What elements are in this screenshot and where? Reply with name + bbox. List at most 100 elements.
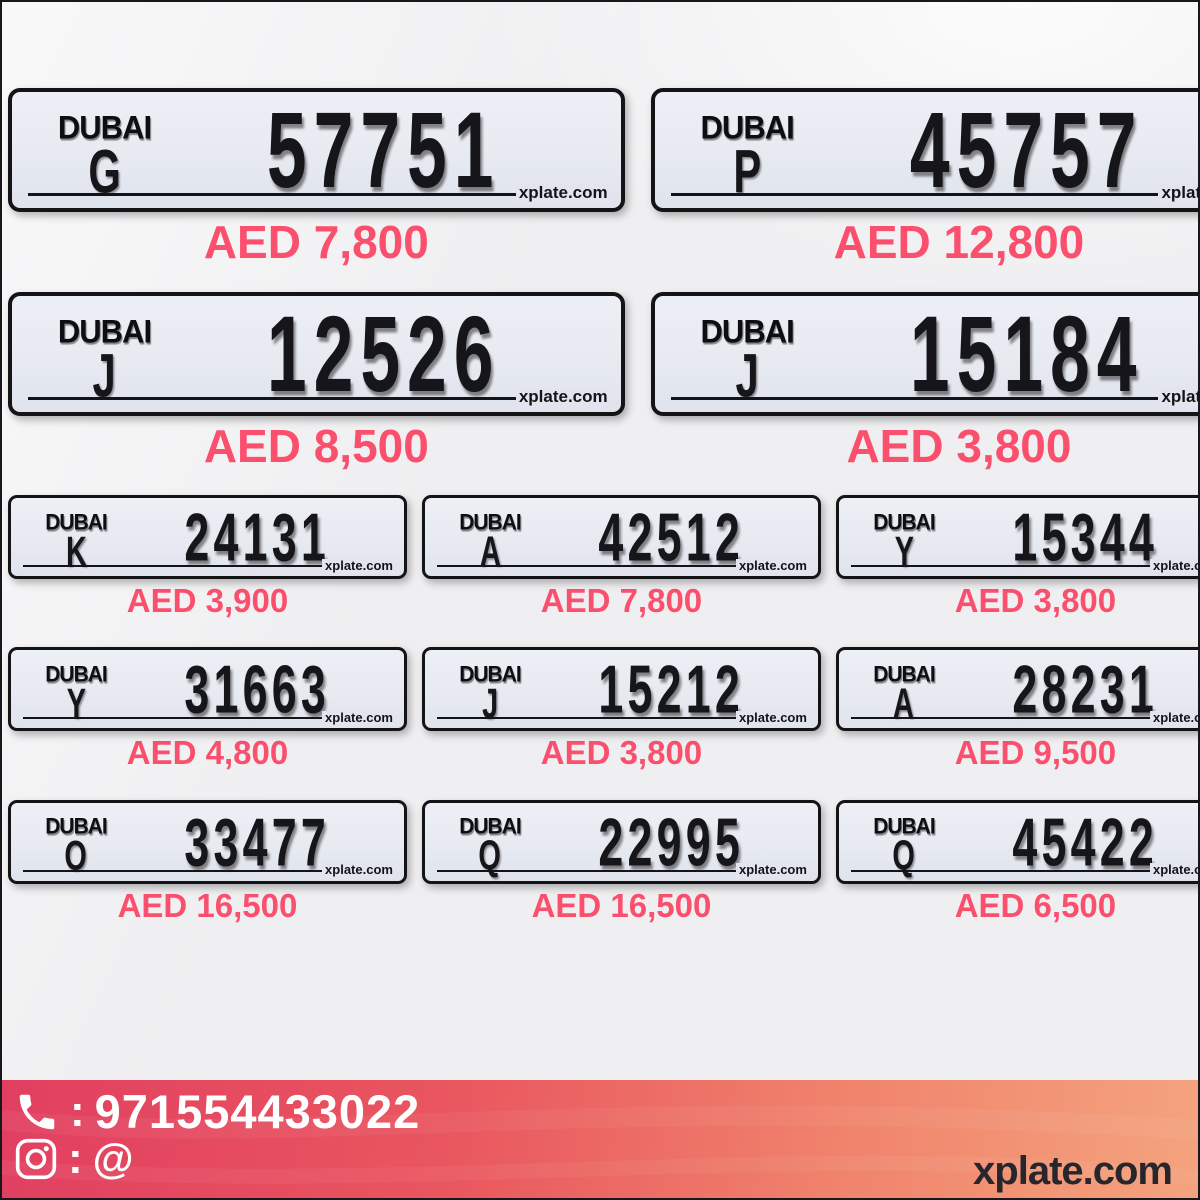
license-plate: DUBAI A 42512 xplate.com xyxy=(421,495,821,580)
price-label: AED 7,800 xyxy=(203,216,429,268)
dubai-logo: DUBAI xyxy=(700,312,795,350)
plate-card: DUBAI P 45757 xplate.com AED 12,800 xyxy=(650,88,1198,268)
plate-number: 15344 xyxy=(1012,499,1158,576)
price-label: AED 3,800 xyxy=(846,419,1072,472)
license-plate: DUBAI Y 15344 xplate.com xyxy=(835,495,1198,580)
plate-letter-code: Y xyxy=(66,680,86,728)
plate-baseline xyxy=(23,717,392,720)
license-plate: DUBAI Y 31663 xplate.com xyxy=(8,647,407,732)
plate-id-block: DUBAI J xyxy=(425,657,555,728)
plate-baseline xyxy=(23,869,392,872)
plate-card: DUBAI Y 15344 xplate.com AED 3,800 xyxy=(835,495,1198,620)
plate-card: DUBAI A 28231 xplate.com AED 9,500 xyxy=(835,647,1198,772)
dubai-logo: DUBAI xyxy=(57,109,152,146)
license-plate: DUBAI J 15184 xplate.com xyxy=(650,291,1198,416)
license-plate: DUBAI O 33477 xplate.com xyxy=(8,799,407,884)
plate-card: DUBAI Q 22995 xplate.com AED 16,500 xyxy=(421,799,821,924)
plate-number: 15212 xyxy=(598,651,744,728)
dubai-logo: DUBAI xyxy=(873,662,935,687)
plate-card: DUBAI J 12526 xplate.com AED 8,500 xyxy=(8,291,625,472)
instagram-separator: : xyxy=(68,1134,83,1183)
plate-watermark: xplate.com xyxy=(322,863,396,878)
plate-baseline xyxy=(436,869,806,872)
dubai-logo: DUBAI xyxy=(57,312,152,350)
price-label: AED 12,800 xyxy=(833,216,1085,268)
plate-baseline xyxy=(28,193,605,196)
dubai-logo: DUBAI xyxy=(700,109,795,146)
plate-id-block: DUBAI Q xyxy=(839,809,969,880)
dubai-logo: DUBAI xyxy=(459,510,521,535)
plate-number: 15184 xyxy=(909,293,1144,415)
footer-contact-bar: : 971554433022 : @ xplate.com xyxy=(2,1080,1198,1198)
plate-letter-code: J xyxy=(735,341,759,410)
plate-watermark: xplate.com xyxy=(736,710,810,726)
plate-id-block: DUBAI A xyxy=(839,657,969,728)
plate-letter-code: Q xyxy=(892,833,916,880)
plate-number: 31663 xyxy=(184,651,330,728)
plate-number: 42512 xyxy=(598,499,744,576)
dubai-logo: DUBAI xyxy=(45,814,107,839)
license-plate: DUBAI K 24131 xplate.com xyxy=(8,495,407,580)
plate-card: DUBAI O 33477 xplate.com AED 16,500 xyxy=(8,799,407,924)
price-label: AED 3,900 xyxy=(126,582,289,620)
price-label: AED 9,500 xyxy=(954,734,1117,772)
plate-number: 24131 xyxy=(184,499,330,576)
dubai-logo: DUBAI xyxy=(459,662,521,687)
contact-block: : 971554433022 : @ xyxy=(2,1080,1198,1181)
plate-letter-code: J xyxy=(481,680,498,728)
footer-wave-pattern xyxy=(2,1105,1198,1185)
plate-id-block: DUBAI Q xyxy=(425,809,555,880)
plate-letter-code: G xyxy=(88,137,121,206)
dubai-logo: DUBAI xyxy=(45,510,107,535)
instagram-line: : @ xyxy=(14,1137,1198,1181)
plate-card: DUBAI G 57751 xplate.com AED 7,800 xyxy=(8,88,625,268)
license-plate: DUBAI Q 45422 xplate.com xyxy=(835,799,1198,884)
dubai-logo: DUBAI xyxy=(459,814,521,839)
license-plate: DUBAI G 57751 xplate.com xyxy=(8,88,625,212)
plate-letter-code: Q xyxy=(478,833,502,880)
plate-id-block: DUBAI G xyxy=(12,102,197,206)
plate-id-block: DUBAI J xyxy=(655,306,840,410)
price-label: AED 4,800 xyxy=(126,734,289,772)
plate-watermark: xplate.com xyxy=(1158,184,1198,203)
plate-watermark: xplate.com xyxy=(1149,863,1198,878)
plate-card: DUBAI K 24131 xplate.com AED 3,900 xyxy=(8,495,407,619)
plate-letter-code: J xyxy=(92,341,117,410)
plate-row-small-3: DUBAI O 33477 xplate.com AED 16,500 DUBA… xyxy=(8,799,1198,924)
plate-letter-code: P xyxy=(733,137,762,206)
plate-baseline xyxy=(28,396,605,400)
price-label: AED 16,500 xyxy=(117,886,298,924)
price-label: AED 3,800 xyxy=(540,734,703,772)
plate-baseline xyxy=(670,396,1198,400)
plate-letter-code: O xyxy=(64,833,88,880)
dubai-logo: DUBAI xyxy=(873,510,935,535)
license-plate: DUBAI P 45757 xplate.com xyxy=(650,88,1198,212)
license-plate: DUBAI J 15212 xplate.com xyxy=(421,647,821,732)
plate-watermark: xplate.com xyxy=(736,863,810,878)
price-label: AED 8,500 xyxy=(203,419,429,472)
price-label: AED 3,800 xyxy=(954,582,1117,620)
license-plate: DUBAI Q 22995 xplate.com xyxy=(421,799,821,884)
plate-number: 45422 xyxy=(1012,803,1158,880)
plate-baseline xyxy=(850,565,1198,568)
plate-number: 12526 xyxy=(266,293,501,415)
dubai-logo: DUBAI xyxy=(45,662,107,687)
plate-row-small-1: DUBAI K 24131 xplate.com AED 3,900 DUBAI… xyxy=(8,495,1198,619)
plate-id-block: DUBAI Y xyxy=(11,657,141,728)
plate-watermark: xplate.com xyxy=(515,387,611,407)
dubai-logo: DUBAI xyxy=(873,814,935,839)
plate-row-large-2: DUBAI J 12526 xplate.com AED 8,500 DUBAI… xyxy=(8,291,1198,472)
plate-number: 45757 xyxy=(909,89,1144,211)
plate-id-block: DUBAI J xyxy=(12,306,197,410)
plate-letter-code: A xyxy=(893,680,915,728)
plate-baseline xyxy=(23,565,392,568)
price-label: AED 16,500 xyxy=(531,886,712,924)
plate-card: DUBAI J 15212 xplate.com AED 3,800 xyxy=(421,647,821,772)
plate-card: DUBAI Y 31663 xplate.com AED 4,800 xyxy=(8,647,407,771)
plate-baseline xyxy=(436,717,806,720)
license-plate: DUBAI A 28231 xplate.com xyxy=(835,647,1198,732)
phone-separator: : xyxy=(70,1086,85,1136)
plate-watermark: xplate.com xyxy=(1149,710,1198,726)
plate-watermark: xplate.com xyxy=(736,558,810,574)
